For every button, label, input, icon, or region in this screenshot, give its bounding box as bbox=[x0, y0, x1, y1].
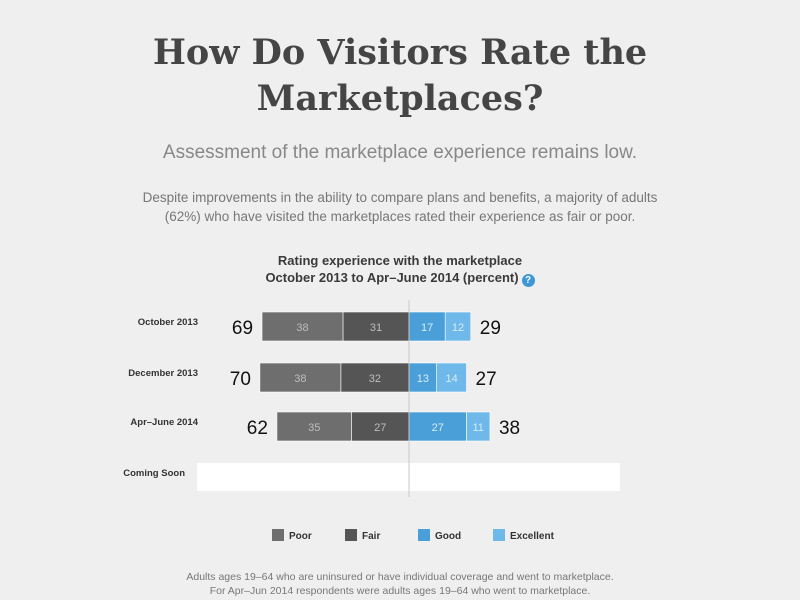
category-label: October 2013 bbox=[138, 317, 198, 328]
bar-poor bbox=[276, 411, 352, 442]
bar-value-label: 38 bbox=[294, 373, 306, 385]
page-title: How Do Visitors Rate the Marketplaces? bbox=[0, 30, 800, 122]
bar-value-label: 31 bbox=[370, 322, 382, 334]
title-line-1: How Do Visitors Rate the bbox=[152, 32, 648, 73]
chart-subtitle: October 2013 to Apr–June 2014 (percent) bbox=[265, 270, 519, 285]
footnote: Adults ages 19–64 who are uninsured or h… bbox=[0, 570, 800, 598]
bar-fair bbox=[351, 411, 410, 442]
bar-value-label: 11 bbox=[473, 422, 484, 434]
bar-fair bbox=[342, 311, 410, 342]
bar-value-label: 27 bbox=[374, 422, 386, 434]
bar-value-label: 13 bbox=[417, 373, 429, 385]
negative-total-label: 70 bbox=[230, 369, 251, 390]
legend-label-fair: Fair bbox=[362, 531, 380, 542]
bar-good bbox=[408, 311, 446, 342]
bar-value-label: 32 bbox=[369, 373, 381, 385]
bar-value-label: 14 bbox=[445, 373, 457, 385]
positive-total-label: 27 bbox=[476, 369, 497, 390]
positive-total-label: 29 bbox=[480, 318, 501, 339]
negative-total-label: 62 bbox=[247, 418, 268, 439]
bar-value-label: 38 bbox=[296, 322, 308, 334]
bar-excellent bbox=[444, 311, 472, 342]
bar-poor bbox=[259, 362, 342, 393]
bar-excellent bbox=[436, 362, 467, 393]
title-line-2: Marketplaces? bbox=[256, 78, 544, 119]
bar-poor bbox=[261, 311, 344, 342]
bar-excellent bbox=[466, 411, 491, 442]
help-icon[interactable]: ? bbox=[521, 274, 535, 287]
legend-swatch-fair bbox=[345, 529, 357, 541]
subtitle: Assessment of the marketplace experience… bbox=[162, 142, 638, 163]
legend-swatch-excellent bbox=[493, 529, 505, 541]
bar-fair bbox=[340, 362, 410, 393]
legend-swatch-good bbox=[418, 529, 430, 541]
footnote-line-1: Adults ages 19–64 who are uninsured or h… bbox=[186, 571, 614, 583]
footnote-line-2: For Apr–Jun 2014 respondents were adults… bbox=[209, 585, 591, 597]
chart-title-line: Rating experience with the marketplace bbox=[277, 253, 523, 268]
negative-total-label: 69 bbox=[232, 318, 253, 339]
legend-label-poor: Poor bbox=[289, 531, 312, 542]
bar-value-label: 12 bbox=[452, 322, 464, 334]
bar-value-label: 27 bbox=[432, 422, 444, 434]
description: Despite improvements in the ability to c… bbox=[142, 190, 658, 224]
positive-total-label: 38 bbox=[499, 418, 520, 439]
chart-title: Rating experience with the marketplace O… bbox=[0, 252, 800, 287]
category-label: Apr–June 2014 bbox=[130, 417, 198, 428]
legend-label-good: Good bbox=[435, 531, 461, 542]
category-label: December 2013 bbox=[128, 368, 198, 379]
legend-swatch-poor bbox=[272, 529, 284, 541]
legend-label-excellent: Excellent bbox=[510, 531, 555, 542]
category-label-coming-soon: Coming Soon bbox=[123, 468, 185, 479]
chart-subtitle-line: October 2013 to Apr–June 2014 (percent)? bbox=[0, 269, 800, 287]
bar-value-label: 17 bbox=[421, 322, 433, 334]
bar-value-label: 35 bbox=[308, 422, 320, 434]
bar-good bbox=[408, 411, 467, 442]
